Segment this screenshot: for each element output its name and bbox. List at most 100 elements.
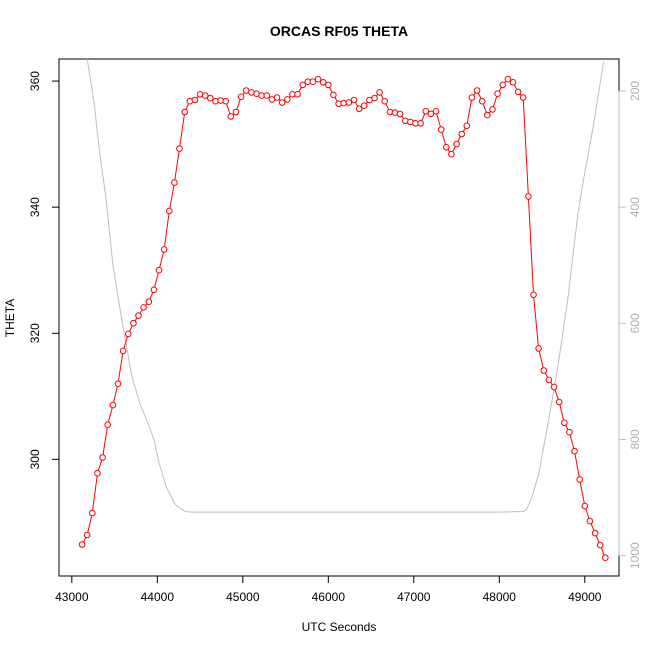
theta-point — [550, 383, 558, 391]
theta-series — [78, 75, 609, 562]
theta-point — [83, 531, 91, 539]
theta-point — [309, 78, 317, 85]
theta-point — [140, 304, 147, 311]
theta-point — [422, 108, 430, 115]
theta-point — [319, 79, 327, 86]
x-tick-label: 46000 — [312, 590, 346, 604]
theta-point — [427, 110, 435, 118]
theta-point — [576, 476, 584, 483]
theta-point — [381, 97, 389, 105]
theta-point — [171, 179, 178, 186]
theta-point — [119, 347, 127, 355]
y-axis-right: 200 400 600 800 1000 — [618, 81, 642, 569]
theta-point — [489, 106, 496, 113]
theta-point — [114, 380, 122, 388]
theta-point — [176, 145, 183, 152]
y-axis-left: 300 320 340 360 — [28, 71, 60, 469]
y-tick-label: 320 — [28, 323, 42, 343]
theta-point — [207, 94, 214, 102]
theta-point — [278, 99, 286, 106]
theta-point — [509, 79, 517, 86]
y-tick-label: 360 — [28, 71, 42, 91]
theta-point — [78, 541, 86, 548]
theta-point — [540, 367, 548, 374]
theta-point — [468, 94, 476, 101]
theta-point — [473, 87, 481, 94]
theta-point — [191, 96, 199, 104]
theta-point — [561, 419, 568, 427]
y2-tick-label: 800 — [628, 429, 642, 449]
theta-point — [514, 88, 522, 96]
theta-point — [448, 150, 455, 158]
theta-point — [130, 319, 137, 327]
theta-point — [596, 541, 604, 549]
theta-point — [99, 454, 106, 461]
theta-point — [166, 207, 173, 215]
y-tick-label: 300 — [28, 449, 42, 469]
x-tick-label: 45000 — [226, 590, 260, 604]
theta-point — [545, 376, 553, 384]
y-axis-label: THETA — [3, 299, 17, 337]
theta-point — [591, 529, 599, 537]
y2-tick-label: 600 — [628, 313, 642, 333]
theta-point — [376, 89, 383, 96]
theta-point — [284, 96, 291, 103]
theta-point — [135, 312, 142, 319]
theta-point — [263, 92, 271, 99]
theta-point — [325, 81, 332, 89]
theta-point — [453, 140, 460, 148]
theta-point — [104, 421, 111, 429]
theta-point — [345, 99, 353, 106]
theta-point — [160, 246, 168, 253]
x-tick-label: 47000 — [397, 590, 431, 604]
pressure-line — [86, 59, 605, 513]
theta-point — [125, 330, 132, 338]
theta-point — [519, 94, 527, 101]
theta-point — [566, 428, 573, 436]
theta-point — [525, 193, 532, 200]
theta-point — [530, 291, 537, 299]
theta-point — [602, 554, 609, 562]
y2-tick-label: 400 — [628, 197, 642, 217]
theta-point — [360, 102, 368, 109]
theta-point — [181, 108, 188, 116]
theta-point — [586, 517, 594, 525]
theta-point — [299, 81, 307, 89]
theta-point — [314, 75, 322, 83]
theta-point — [555, 398, 563, 406]
x-axis: 43000 44000 45000 46000 47000 48000 49000 — [55, 575, 602, 604]
theta-point — [371, 94, 378, 102]
x-tick-label: 49000 — [568, 590, 602, 604]
theta-point — [504, 75, 512, 83]
y-tick-label: 340 — [28, 197, 42, 217]
theta-point — [355, 105, 363, 113]
theta-point — [330, 91, 337, 99]
theta-point — [232, 108, 240, 116]
theta-point — [478, 97, 486, 105]
theta-point — [350, 96, 358, 104]
theta-point — [443, 144, 450, 151]
theta-point — [145, 298, 153, 306]
x-tick-label: 44000 — [141, 590, 175, 604]
theta-point — [94, 469, 101, 477]
theta-point — [222, 97, 229, 105]
theta-point — [150, 286, 158, 294]
theta-point — [458, 130, 466, 138]
theta-point — [227, 113, 235, 120]
theta-point — [237, 93, 245, 101]
theta-point — [463, 122, 471, 130]
x-tick-label: 43000 — [55, 590, 89, 604]
theta-point — [109, 401, 117, 409]
y2-tick-label: 200 — [628, 81, 642, 101]
theta-point — [273, 94, 281, 101]
theta-point — [432, 108, 440, 115]
theta-point — [437, 126, 445, 133]
theta-point — [535, 345, 542, 352]
x-tick-label: 48000 — [483, 590, 517, 604]
theta-point — [155, 266, 163, 274]
theta-line — [81, 78, 606, 558]
theta-point — [89, 509, 96, 517]
pressure-series — [86, 59, 605, 513]
theta-point — [494, 90, 501, 97]
